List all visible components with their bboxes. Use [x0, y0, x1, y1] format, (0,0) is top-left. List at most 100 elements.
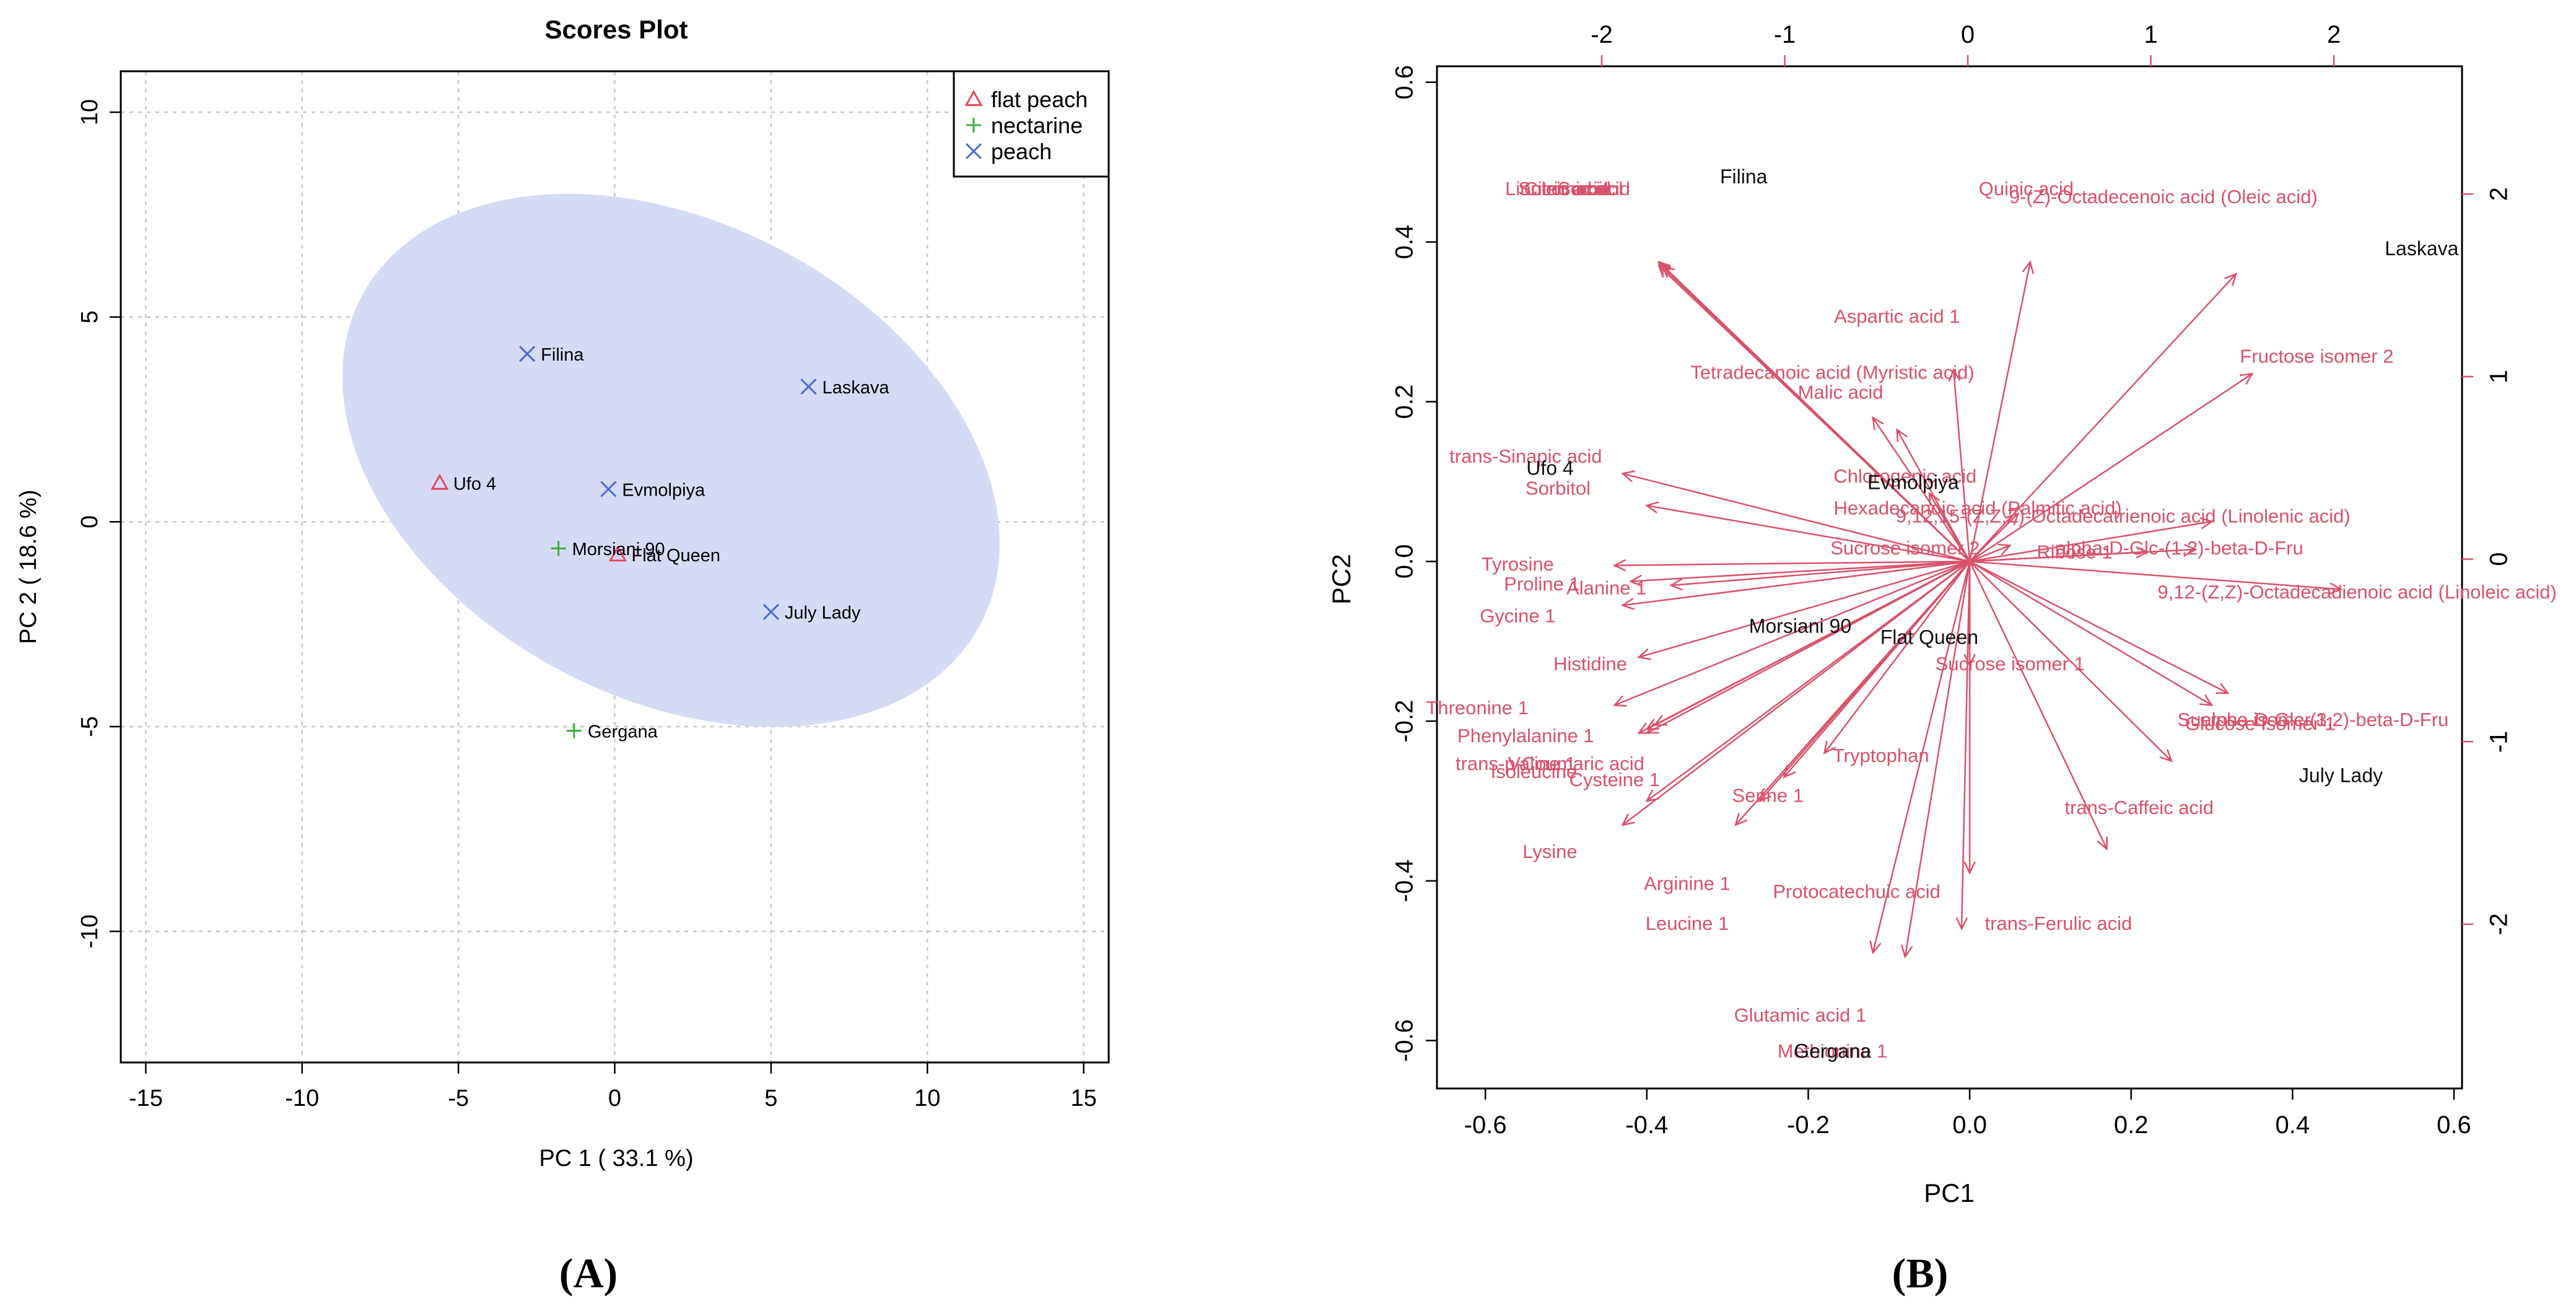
plot-b-frame: [1436, 65, 2463, 1090]
y-tick-label: -0.2: [1391, 700, 1418, 743]
loading-label: Leucine 1: [1646, 913, 1729, 934]
sample-label: Flat Queen: [1880, 626, 1978, 649]
loading-label: trans-Ferulic acid: [1985, 913, 2133, 934]
legend-entry: nectarine: [991, 113, 1083, 138]
loading-label: Hexadecanoic acid (Palmitic acid): [1834, 497, 2122, 519]
sample-label: Ufo 4: [1526, 457, 1573, 479]
top-tick-label: 2: [2327, 21, 2341, 48]
loading-arrow: [1621, 561, 1970, 826]
loading-arrow: [1620, 560, 1970, 610]
loading-label: Malic acid: [1798, 382, 1884, 403]
top-tick-label: -2: [1591, 21, 1613, 48]
loading-label: 9,12-(Z,Z)-Octadecadienoic acid (Linolei…: [2157, 581, 2556, 603]
loading-arrow: [1969, 543, 2012, 563]
sample-label: Evmolpiya: [1867, 471, 1959, 494]
data-point: [608, 545, 627, 562]
loading-label: Tetradecanoic acid (Myristic acid): [1690, 361, 1974, 383]
sample-label: Laskava: [2385, 237, 2458, 260]
y-tick-label: 5: [77, 310, 103, 323]
x-tick-label: -15: [129, 1085, 163, 1111]
confidence-ellipse: [342, 193, 1000, 727]
loading-arrow: [1968, 260, 2034, 562]
loading-arrow: [1823, 561, 1971, 755]
loading-label: Methionine 1: [1778, 1040, 1888, 1062]
right-tick-label: -1: [2486, 730, 2513, 753]
point-label: Laskava: [822, 378, 889, 398]
x-tick-label: 5: [764, 1085, 777, 1111]
y-tick-label: -0.6: [1391, 1019, 1418, 1062]
point-label: Gergana: [588, 722, 658, 742]
y-axis-label-b: PC2: [1327, 554, 1356, 605]
sample-label: July Lady: [2299, 764, 2383, 787]
right-tick-label: 1: [2486, 370, 2513, 383]
plot-b-arrows: [1612, 260, 2343, 959]
loading-label: Gycine 1: [1480, 605, 1555, 627]
loading-label: alpha-D-Glc-(1,2)-beta-D-Fru: [2201, 709, 2449, 730]
loading-arrow: [1628, 560, 1970, 587]
loading-arrow: [1969, 512, 2020, 563]
y-tick-label: 0.0: [1391, 544, 1418, 579]
legend-marker: [966, 118, 981, 133]
right-tick-label: -2: [2486, 913, 2513, 935]
y-tick-label: -10: [77, 914, 103, 948]
loading-arrow: [1963, 561, 1976, 875]
loading-label: alpha-D-Glc-(1,2)-beta-D-Fru: [2056, 537, 2303, 559]
data-point: [800, 379, 817, 395]
biplot-chart: -0.6 -0.4 -0.2 0.0 0.2 0.4 0.6 -0.6 -0.4 -0.2 0.0 0…: [1327, 21, 2557, 1207]
loading-arrow: [1969, 561, 2173, 763]
loading-label: Linoleic acid: [1505, 178, 1611, 199]
loading-arrow: [1657, 262, 1970, 563]
y-tick-label: 0.2: [1391, 385, 1418, 419]
loading-arrow: [1637, 561, 1970, 734]
x-tick-label: 0.0: [1952, 1111, 1987, 1139]
point-label: Ufo 4: [453, 474, 496, 494]
data-point: [566, 723, 582, 738]
data-point: [430, 473, 449, 490]
panel-label-b: (B): [1892, 1250, 1949, 1297]
loading-label: Sorbitol: [1526, 477, 1591, 499]
sample-label: Morsiani 90: [1749, 615, 1851, 637]
loading-arrow: [1869, 561, 1971, 955]
top-tick-label: 1: [2144, 21, 2157, 48]
loading-arrow: [1969, 273, 2238, 563]
y-tick-label: 0.4: [1391, 225, 1418, 260]
point-label: July Lady: [785, 603, 861, 623]
loading-label: Tyrosine: [1482, 553, 1554, 575]
legend-entry: flat peach: [991, 87, 1088, 112]
loading-arrow: [1970, 543, 2198, 563]
x-tick-label: -0.2: [1787, 1111, 1830, 1139]
sample-label: Filina: [1720, 165, 1768, 188]
x-tick-label: 0.2: [2114, 1111, 2149, 1139]
plot-a-axes: -15 -10 -5 0 5 10 15 -10 -5 0 5 10: [77, 99, 1097, 1111]
loading-label: Valine 1: [1508, 753, 1576, 774]
loading-label: Sucrose isomer 3: [2178, 709, 2327, 730]
point-label: Flat Queen: [632, 546, 720, 566]
loading-arrow: [1969, 517, 2214, 563]
loading-label: Threonine 1: [1426, 697, 1528, 719]
x-axis-label-b: PC1: [1924, 1178, 1975, 1207]
loading-label: Tryptophan: [1833, 745, 1929, 766]
loading-arrow: [1969, 560, 2343, 595]
x-tick-label: -0.4: [1625, 1111, 1668, 1139]
loading-arrow: [1637, 561, 1970, 660]
loading-arrow: [1928, 492, 1971, 562]
loading-label: trans-p-Coumaric acid: [1456, 753, 1644, 774]
loading-arrow: [1948, 367, 1971, 562]
loading-label: Sucrose isomer 1: [1936, 653, 2085, 675]
loading-label: 9,12,15-(Z,Z,Z)-Octadecatrienoic acid (L…: [1896, 506, 2351, 527]
loading-label: trans-Sinapic acid: [1449, 445, 1602, 467]
loading-label: Lysine: [1522, 841, 1577, 862]
y-axis-label: PC 2 ( 18.6 %): [15, 489, 41, 644]
loading-label: Chlorogenic acid: [1833, 465, 1976, 487]
chart-title: Scores Plot: [544, 15, 688, 44]
x-tick-label: 0.4: [2276, 1111, 2310, 1139]
loading-label: Alanine 1: [1566, 577, 1646, 599]
loading-label: Ribose 1: [2037, 541, 2112, 563]
loading-label: Sorbitol: [1558, 178, 1623, 199]
x-tick-label: -10: [285, 1085, 319, 1111]
loading-label: Aspartic acid 1: [1834, 305, 1960, 327]
plot-b-axes: -0.6 -0.4 -0.2 0.0 0.2 0.4 0.6 -0.6 -0.4 -0.2 0.0 0…: [1391, 21, 2513, 1139]
